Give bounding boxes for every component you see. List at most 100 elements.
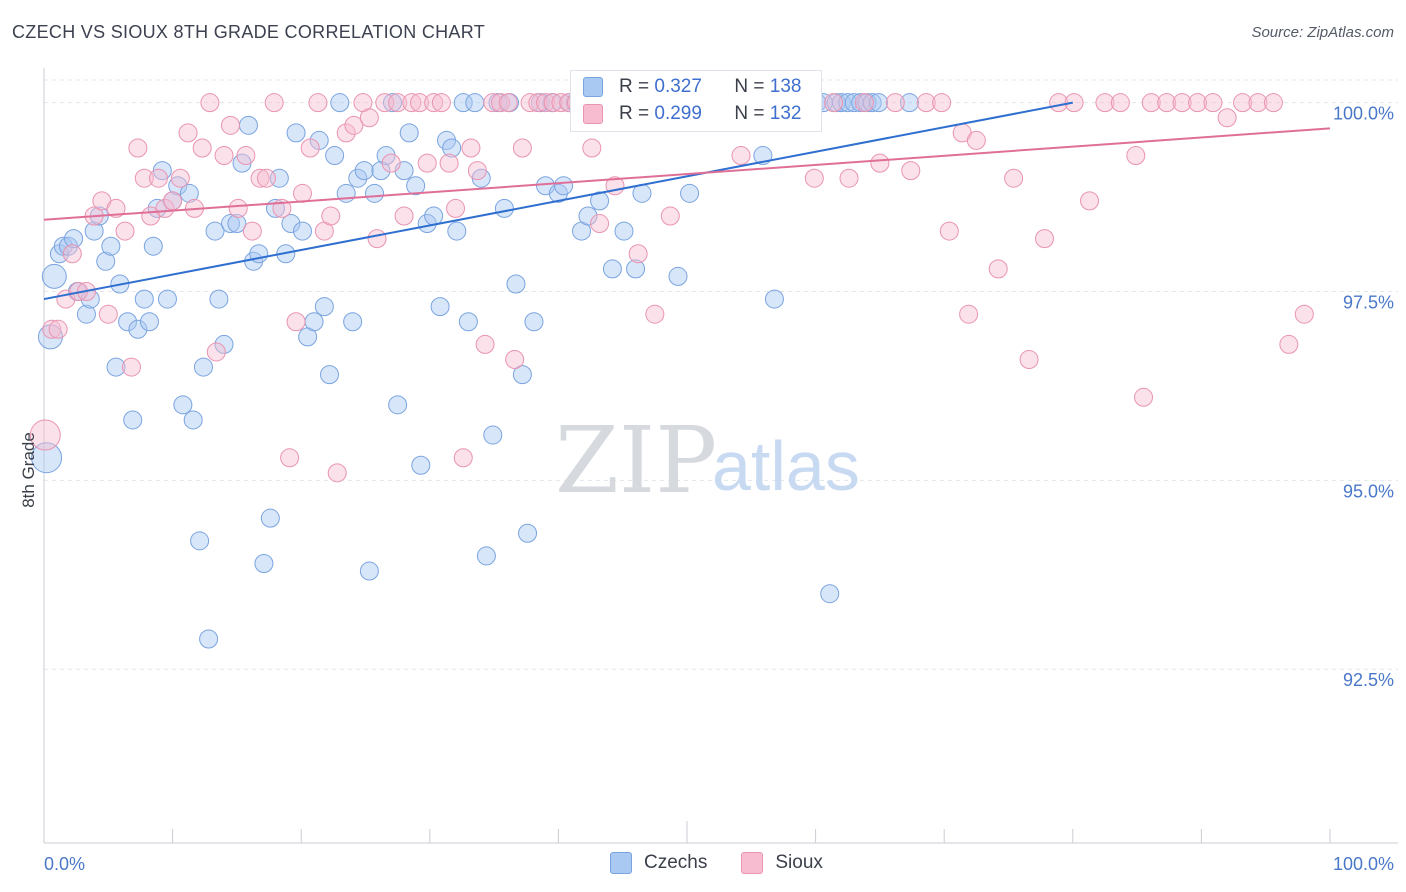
sioux-point bbox=[551, 93, 571, 113]
czechs-point bbox=[199, 629, 219, 649]
czechs-point bbox=[388, 395, 408, 415]
czechs-point bbox=[190, 531, 210, 551]
sioux-point bbox=[1064, 93, 1084, 113]
sioux-point bbox=[128, 138, 148, 158]
sioux-point bbox=[959, 304, 979, 324]
sioux-point bbox=[446, 198, 466, 218]
sioux-point bbox=[966, 130, 986, 150]
sioux-point bbox=[1035, 229, 1055, 249]
r-label: R = bbox=[619, 76, 655, 97]
czechs-point bbox=[281, 214, 301, 234]
sioux-point bbox=[321, 206, 341, 226]
czechs-legend-swatch bbox=[610, 852, 632, 874]
czechs-point bbox=[101, 236, 121, 256]
czechs-point bbox=[254, 553, 274, 573]
czechs-swatch bbox=[583, 77, 603, 97]
sioux-point bbox=[520, 93, 540, 113]
czechs-point bbox=[668, 266, 688, 286]
sioux-point bbox=[645, 304, 665, 324]
sioux-point bbox=[280, 448, 300, 468]
sioux-point bbox=[824, 93, 844, 113]
czechs-point bbox=[820, 584, 840, 604]
sioux-point bbox=[367, 229, 387, 249]
czechs-point bbox=[209, 289, 229, 309]
czechs-point bbox=[179, 183, 199, 203]
sioux-point bbox=[660, 206, 680, 226]
czechs-point bbox=[260, 508, 280, 528]
sioux-point bbox=[388, 93, 408, 113]
sioux-point bbox=[200, 93, 220, 113]
sioux-point bbox=[1294, 304, 1314, 324]
sioux-point bbox=[491, 93, 511, 113]
stats-legend-row-sioux: R = 0.299 N = 132 bbox=[583, 101, 801, 127]
legend-item-czechs: Czechs bbox=[610, 852, 707, 874]
czechs-point bbox=[343, 312, 363, 332]
sioux-point bbox=[804, 168, 824, 188]
sioux-point bbox=[483, 93, 503, 113]
y-tick-label: 100.0% bbox=[1333, 104, 1394, 124]
sioux-point bbox=[1095, 93, 1115, 113]
czechs-point bbox=[319, 365, 339, 385]
sioux-point bbox=[417, 153, 437, 173]
sioux-point bbox=[1126, 146, 1146, 166]
sioux-point bbox=[308, 93, 328, 113]
sioux-point bbox=[461, 138, 481, 158]
legend-label-czechs: Czechs bbox=[644, 852, 708, 873]
czechs-point bbox=[430, 297, 450, 317]
x-tick-label: 0.0% bbox=[44, 854, 85, 874]
czechs-point bbox=[286, 123, 306, 143]
sioux-point bbox=[590, 214, 610, 234]
sioux-point bbox=[206, 342, 226, 362]
czechs-point bbox=[128, 319, 148, 339]
czechs-point bbox=[590, 191, 610, 211]
czechs-point bbox=[227, 214, 247, 234]
sioux-point bbox=[250, 168, 270, 188]
sioux-point bbox=[839, 168, 859, 188]
series-legend: Czechs Sioux bbox=[610, 852, 857, 874]
czechs-point bbox=[220, 214, 240, 234]
sioux-point bbox=[1080, 191, 1100, 211]
czechs-point bbox=[359, 561, 379, 581]
sioux-point bbox=[359, 108, 379, 128]
czechs-point bbox=[518, 523, 538, 543]
sioux-point bbox=[1110, 93, 1130, 113]
czechs-point bbox=[476, 546, 496, 566]
chart-source: Source: ZipAtlas.com bbox=[1251, 24, 1394, 41]
sioux-point bbox=[932, 93, 952, 113]
czechs-point bbox=[424, 206, 444, 226]
sioux-point bbox=[498, 93, 518, 113]
czechs-point bbox=[578, 206, 598, 226]
czechs-point bbox=[680, 183, 700, 203]
sioux-point bbox=[731, 146, 751, 166]
sioux-point bbox=[1188, 93, 1208, 113]
czechs-point bbox=[764, 289, 784, 309]
sioux-point bbox=[163, 191, 183, 211]
sioux-point bbox=[1019, 350, 1039, 370]
sioux-point bbox=[264, 93, 284, 113]
sioux-point bbox=[916, 93, 936, 113]
sioux-point bbox=[854, 93, 874, 113]
sioux-point bbox=[885, 93, 905, 113]
sioux-point bbox=[286, 312, 306, 332]
czechs-point bbox=[447, 221, 467, 241]
sioux-point bbox=[381, 153, 401, 173]
n-value: 138 bbox=[769, 76, 802, 97]
czechs-point bbox=[173, 395, 193, 415]
sioux-point bbox=[242, 221, 262, 241]
czechs-point bbox=[614, 221, 634, 241]
czechs-point bbox=[602, 259, 622, 279]
czechs-point bbox=[168, 176, 188, 196]
sioux-point bbox=[98, 304, 118, 324]
grid-lines bbox=[44, 79, 1398, 670]
czechs-point bbox=[143, 236, 163, 256]
sioux-point bbox=[170, 168, 190, 188]
sioux-trend-line bbox=[43, 127, 1331, 221]
sioux-point bbox=[1263, 93, 1283, 113]
czechs-point bbox=[371, 161, 391, 181]
n-label: N = bbox=[734, 103, 770, 124]
czechs-point bbox=[76, 304, 96, 324]
czechs-point bbox=[399, 123, 419, 143]
tick-labels: 92.5% 95.0% 97.5% 100.0% 0.0% 100.0% bbox=[44, 104, 1394, 874]
czechs-point bbox=[354, 161, 374, 181]
